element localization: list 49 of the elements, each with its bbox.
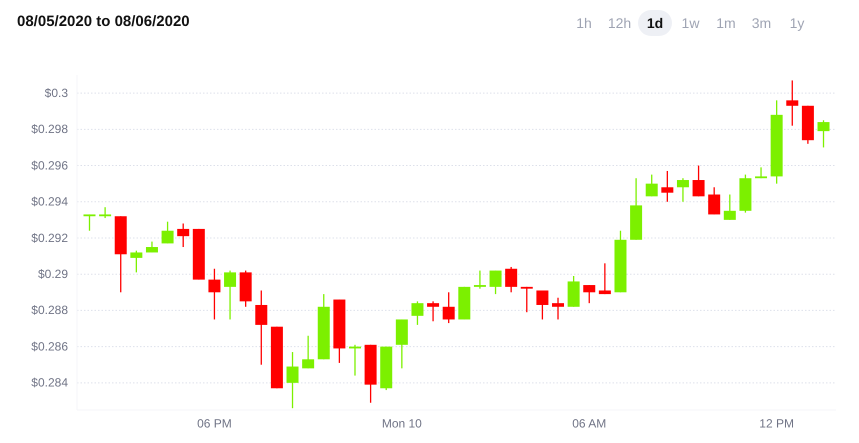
text: 12h bbox=[608, 15, 632, 31]
y-tick-label: $0.284 bbox=[31, 376, 68, 390]
candlestick bbox=[224, 270, 236, 320]
candlestick bbox=[286, 351, 299, 409]
y-tick-label: $0.3 bbox=[44, 86, 68, 100]
candlestick bbox=[177, 222, 190, 248]
candlestick bbox=[442, 292, 455, 324]
candlestick bbox=[490, 270, 502, 295]
candlestick bbox=[255, 290, 268, 366]
y-tick-label: $0.296 bbox=[31, 158, 68, 172]
candlestick bbox=[505, 266, 518, 293]
candlestick bbox=[583, 284, 596, 304]
y-tick-label: $0.294 bbox=[31, 194, 68, 209]
candlestick bbox=[130, 250, 142, 274]
y-tick-label: $0.292 bbox=[31, 230, 68, 245]
y-tick-label: $0.29 bbox=[38, 267, 68, 282]
x-tick-label: 12 PM bbox=[759, 416, 794, 431]
candlestick bbox=[302, 335, 314, 369]
candlestick bbox=[162, 221, 174, 244]
x-tick-label: Mon 10 bbox=[382, 416, 422, 431]
candlestick bbox=[411, 300, 424, 326]
candlestick bbox=[708, 186, 720, 216]
candlestick bbox=[661, 170, 674, 202]
text: 3m bbox=[752, 15, 772, 31]
candlestick bbox=[818, 120, 830, 148]
candlestick bbox=[348, 344, 361, 376]
candlestick bbox=[646, 174, 658, 197]
candlestick bbox=[692, 164, 705, 197]
candlestick bbox=[598, 262, 611, 295]
candlestick bbox=[146, 240, 158, 254]
text: 1d bbox=[646, 15, 664, 31]
candlestick bbox=[724, 194, 736, 221]
candlestick bbox=[552, 297, 564, 320]
candlestick bbox=[474, 270, 486, 290]
candlestick bbox=[208, 268, 220, 320]
candlestick bbox=[536, 290, 548, 320]
candlestick bbox=[786, 80, 798, 126]
x-tick-label: 06 AM bbox=[572, 416, 606, 431]
chart-title: 08/05/2020 to 08/06/2020 bbox=[17, 13, 190, 30]
text: 1h bbox=[576, 15, 592, 31]
text: 1m bbox=[716, 15, 736, 31]
y-tick-label: $0.288 bbox=[31, 303, 68, 318]
candlestick bbox=[427, 300, 440, 322]
candlestick bbox=[676, 178, 689, 202]
x-tick-label: 06 PM bbox=[197, 416, 232, 431]
text: 1y bbox=[790, 15, 804, 31]
y-tick-label: $0.286 bbox=[31, 339, 68, 354]
y-tick-label: $0.298 bbox=[31, 122, 68, 136]
text: 1w bbox=[682, 15, 700, 31]
